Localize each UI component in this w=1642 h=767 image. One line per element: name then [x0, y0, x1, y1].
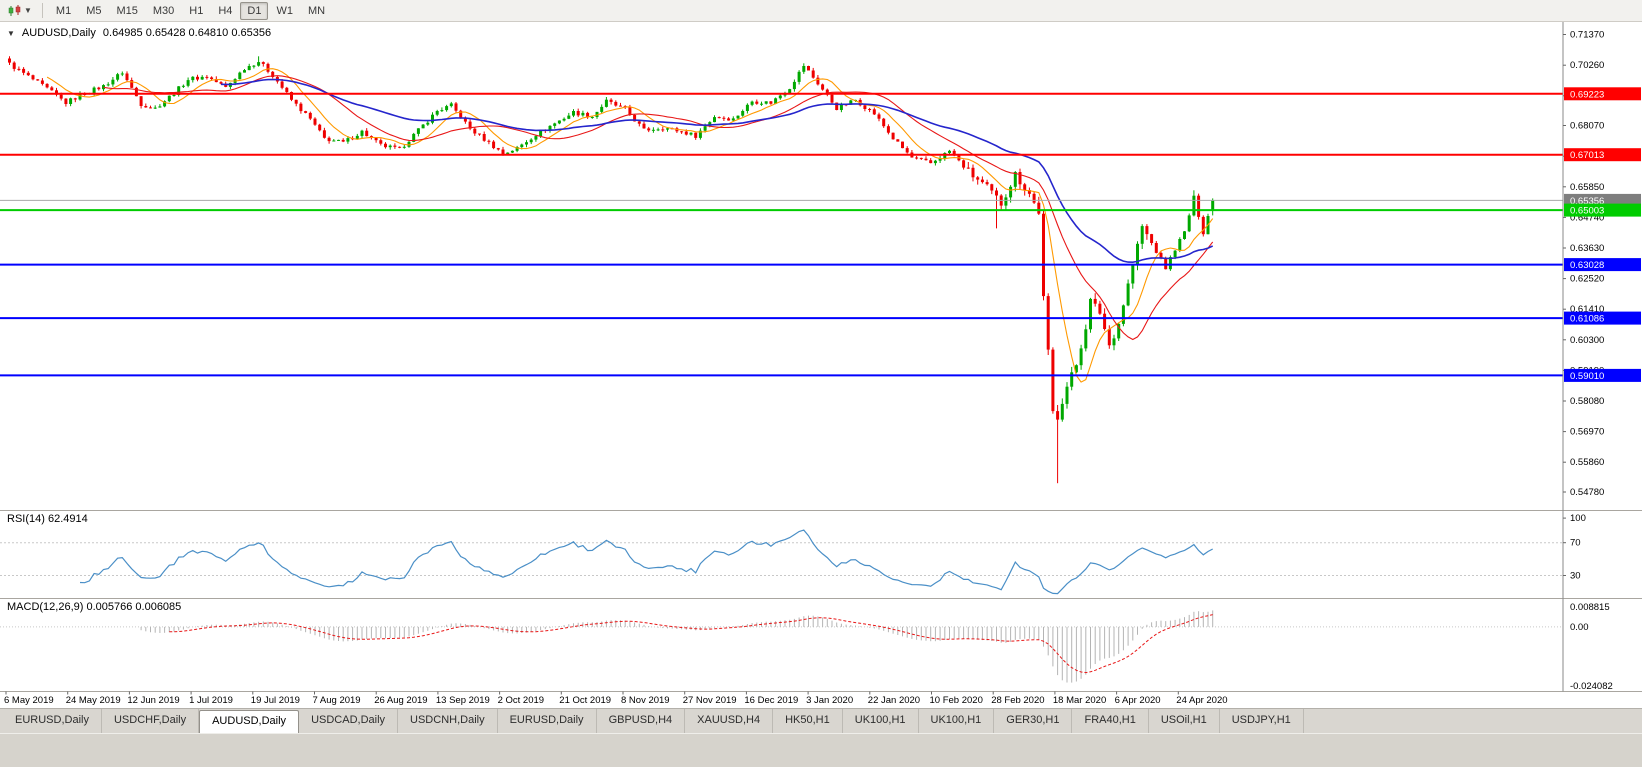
medium-ma-line [103, 75, 1214, 341]
price-badge-0.61086 [1564, 311, 1641, 325]
ohlc-values: 0.64985 0.65428 0.64810 0.65356 [102, 27, 272, 39]
date-axis-label: 22 Jan 2020 [868, 695, 920, 706]
chart-tab-ger30-h1[interactable]: GER30,H1 [994, 709, 1073, 733]
timeframe-button-mn[interactable]: MN [307, 4, 326, 17]
svg-text:0.008815: 0.008815 [1570, 602, 1610, 613]
price-tick-label: 0.70260 [1570, 60, 1604, 71]
chart-tab-uk100-h1[interactable]: UK100,H1 [843, 709, 919, 733]
date-axis-label: 6 Apr 2020 [1115, 695, 1161, 706]
price-badge-0.67013 [1564, 148, 1641, 162]
svg-text:70: 70 [1570, 538, 1581, 549]
macd-indicator-label: MACD(12,26,9) 0.005766 0.006085 [7, 601, 182, 613]
date-axis-label: 6 May 2019 [4, 695, 54, 706]
price-badge-0.69223 [1564, 87, 1641, 101]
date-axis-label: 24 May 2019 [66, 695, 121, 706]
svg-text:0.65003: 0.65003 [1570, 206, 1604, 217]
svg-text:0.61086: 0.61086 [1570, 314, 1604, 325]
chart-tab-usdcnh-daily[interactable]: USDCNH,Daily [398, 709, 498, 733]
timeframe-button-d1[interactable]: D1 [240, 1, 269, 20]
price-tick-label: 0.65850 [1570, 182, 1604, 193]
date-axis-label: 1 Jul 2019 [189, 695, 233, 706]
timeframe-button-m30[interactable]: M30 [152, 4, 175, 17]
chart-tab-gbpusd-h4[interactable]: GBPUSD,H4 [597, 709, 686, 733]
date-axis-label: 18 Mar 2020 [1053, 695, 1106, 706]
price-badge-0.65003 [1564, 203, 1641, 217]
collapse-icon: ▼ [7, 28, 15, 38]
price-tick-label: 0.60300 [1570, 335, 1604, 346]
symbol-label: AUDUSD,Daily [21, 27, 96, 39]
chart-tab-usdjpy-h1[interactable]: USDJPY,H1 [1220, 709, 1304, 733]
svg-text:-0.024082: -0.024082 [1570, 681, 1613, 692]
svg-text:30: 30 [1570, 571, 1581, 582]
chart-tab-usdchf-daily[interactable]: USDCHF,Daily [102, 709, 200, 733]
svg-text:0.69223: 0.69223 [1570, 89, 1604, 100]
timeframe-button-w1[interactable]: W1 [276, 4, 293, 17]
timeframe-button-m5[interactable]: M5 [86, 4, 102, 17]
date-axis-label: 16 Dec 2019 [744, 695, 798, 706]
slow-ma-line [220, 78, 1214, 264]
chart-tab-usoil-h1[interactable]: USOil,H1 [1149, 709, 1220, 733]
date-axis-label: 2 Oct 2019 [498, 695, 544, 706]
price-tick-label: 0.71370 [1570, 30, 1604, 41]
fast-ma-line [46, 68, 1214, 383]
price-tick-label: 0.68070 [1570, 121, 1604, 132]
toolbar-separator [41, 3, 43, 18]
rsi-line [79, 529, 1213, 595]
svg-text:0.59010: 0.59010 [1570, 371, 1604, 382]
date-axis-label: 28 Feb 2020 [991, 695, 1044, 706]
price-tick-label: 0.55860 [1570, 457, 1604, 468]
timeframe-button-m15[interactable]: M15 [116, 4, 138, 17]
svg-text:0.00: 0.00 [1570, 622, 1589, 633]
timeframe-toolbar: ▼ M1 M5 M15 M30 H1 H4 D1 W1 MN [0, 0, 1642, 22]
status-strip [0, 733, 1642, 767]
price-tick-label: 0.64740 [1570, 212, 1604, 223]
chart-type-button[interactable]: ▼ [4, 4, 36, 18]
price-tick-label: 0.56970 [1570, 427, 1604, 438]
svg-text:0.67013: 0.67013 [1570, 150, 1604, 161]
price-tick-label: 0.58080 [1570, 396, 1604, 407]
date-axis-label: 24 Apr 2020 [1176, 695, 1227, 706]
chart-tab-fra40-h1[interactable]: FRA40,H1 [1072, 709, 1149, 733]
timeframe-button-h4[interactable]: H4 [218, 4, 233, 17]
chart-tabs-bar: EURUSD,Daily USDCHF,Daily AUDUSD,Daily USDC… [0, 708, 1642, 733]
date-axis-label: 26 Aug 2019 [374, 695, 427, 706]
price-badge-0.59010 [1564, 368, 1641, 382]
date-axis-label: 7 Aug 2019 [313, 695, 361, 706]
svg-text:0.63028: 0.63028 [1570, 260, 1604, 271]
candlesticks[interactable] [8, 56, 1215, 484]
macd-signal-line [169, 614, 1213, 674]
date-axis-label: 3 Jan 2020 [806, 695, 853, 706]
chart-ohlc-header: ▼ AUDUSD,Daily 0.64985 0.65428 0.64810 0… [7, 27, 271, 39]
candlestick-chart-icon [8, 4, 21, 16]
price-tick-label: 0.61410 [1570, 304, 1604, 315]
price-badge-0.63028 [1564, 258, 1641, 272]
chart-tab-hk50-h1[interactable]: HK50,H1 [773, 709, 843, 733]
chart-tab-uk100-h1[interactable]: UK100,H1 [919, 709, 995, 733]
timeframe-button-h1[interactable]: H1 [189, 4, 204, 17]
dropdown-caret-icon: ▼ [24, 5, 32, 15]
price-tick-label: 0.62520 [1570, 274, 1604, 285]
date-axis-label: 21 Oct 2019 [559, 695, 611, 706]
timeframe-buttons: M1 M5 M15 M30 H1 H4 D1 W1 MN [49, 1, 332, 20]
date-axis-label: 27 Nov 2019 [683, 695, 737, 706]
macd-histogram [140, 610, 1214, 683]
date-axis-label: 19 Jul 2019 [251, 695, 300, 706]
date-axis-label: 13 Sep 2019 [436, 695, 490, 706]
chart-tab-usdcad-daily[interactable]: USDCAD,Daily [299, 709, 399, 733]
chart-tab-xauusd-h4[interactable]: XAUUSD,H4 [685, 709, 774, 733]
timeframe-button-m1[interactable]: M1 [55, 4, 72, 17]
svg-text:0.65356: 0.65356 [1570, 196, 1604, 207]
date-axis-label: 10 Feb 2020 [930, 695, 983, 706]
price-tick-label: 0.63630 [1570, 243, 1604, 254]
chart-tab-audusd-daily[interactable]: AUDUSD,Daily [199, 710, 300, 733]
svg-text:100: 100 [1570, 513, 1586, 524]
date-axis-label: 12 Jun 2019 [127, 695, 179, 706]
chart-tab-eurusd-daily[interactable]: EURUSD,Daily [498, 709, 597, 733]
price-tick-label: 0.54780 [1570, 487, 1604, 498]
chart-tab-eurusd-daily[interactable]: EURUSD,Daily [3, 709, 102, 733]
rsi-indicator-label: RSI(14) 62.4914 [7, 513, 88, 525]
date-axis-label: 8 Nov 2019 [621, 695, 670, 706]
